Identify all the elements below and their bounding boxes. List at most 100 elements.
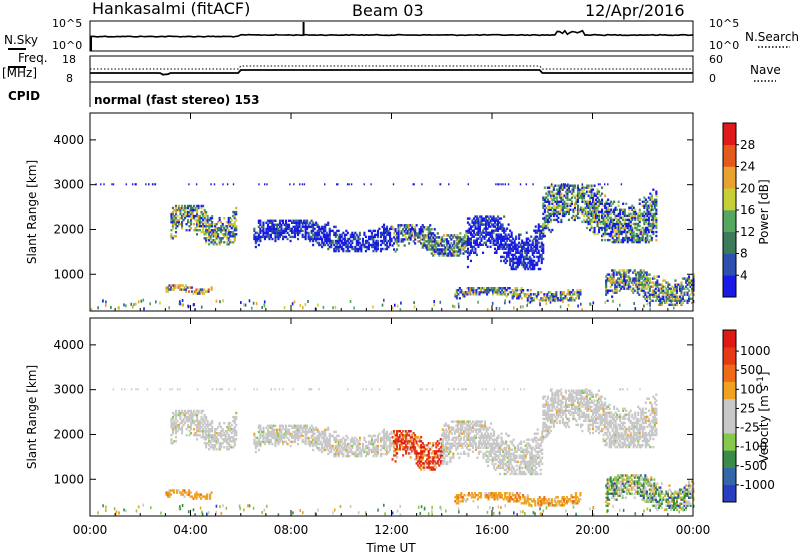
heatmap-cell xyxy=(331,241,334,245)
power-x-ticks xyxy=(89,113,694,311)
heatmap-cell xyxy=(494,243,497,246)
heatmap-cell xyxy=(275,229,278,233)
heatmap-cell xyxy=(496,291,499,294)
heatmap-cell xyxy=(336,434,339,438)
heatmap-cell xyxy=(642,287,645,290)
heatmap-cell xyxy=(384,235,387,239)
heatmap-cell xyxy=(379,448,382,452)
heatmap-cell xyxy=(412,183,414,186)
heatmap-cell xyxy=(170,438,173,441)
heatmap-cell xyxy=(212,235,215,238)
heatmap-cell xyxy=(354,231,357,235)
heatmap-cell xyxy=(518,245,521,248)
heatmap-cell xyxy=(378,227,381,231)
heatmap-cell xyxy=(430,466,433,469)
heatmap-cell xyxy=(685,291,688,294)
heatmap-cell xyxy=(171,237,174,240)
heatmap-cell xyxy=(310,219,313,222)
heatmap-cell xyxy=(209,241,212,244)
heatmap-cell xyxy=(576,206,579,209)
heatmap-cell xyxy=(408,238,411,241)
heatmap-cell xyxy=(209,229,212,232)
heatmap-cell xyxy=(608,289,611,292)
heatmap-cell xyxy=(187,210,190,214)
heatmap-cell xyxy=(373,243,376,247)
heatmap-cell xyxy=(328,440,331,444)
heatmap-cell xyxy=(587,220,590,224)
heatmap-cell xyxy=(576,204,579,207)
heatmap-cell xyxy=(545,218,548,222)
heatmap-cell xyxy=(572,186,575,189)
heatmap-cell xyxy=(669,295,672,298)
heatmap-cell xyxy=(423,244,426,247)
heatmap-cell xyxy=(275,223,278,226)
heatmap-cell xyxy=(383,227,386,231)
heatmap-cell xyxy=(312,434,315,438)
heatmap-cell xyxy=(633,279,636,282)
heatmap-cell xyxy=(391,306,394,310)
heatmap-cell xyxy=(233,237,236,240)
heatmap-cell xyxy=(463,234,466,237)
heatmap-cell xyxy=(657,275,660,278)
heatmap-cell xyxy=(208,423,211,427)
heatmap-cell xyxy=(214,432,217,435)
heatmap-cell xyxy=(358,442,361,446)
heatmap-cell xyxy=(274,428,277,431)
heatmap-cell xyxy=(558,194,561,197)
heatmap-cell xyxy=(403,230,406,233)
heatmap-cell xyxy=(689,279,692,282)
heatmap-cell xyxy=(492,217,495,220)
heatmap-cell xyxy=(318,446,321,450)
heatmap-cell xyxy=(322,243,325,247)
heatmap-cell xyxy=(396,238,399,241)
heatmap-cell xyxy=(647,220,650,224)
heatmap-cell xyxy=(558,212,561,216)
heatmap-cell xyxy=(423,446,426,449)
colorbar-tick-label: 20 xyxy=(740,181,755,195)
heatmap-cell xyxy=(456,246,459,249)
heatmap-cell xyxy=(357,448,360,452)
heatmap-cell xyxy=(389,448,392,452)
heatmap-cell xyxy=(199,221,202,224)
heatmap-cell xyxy=(259,434,262,438)
heatmap-cell xyxy=(212,444,215,447)
heatmap-cell xyxy=(432,234,435,237)
heatmap-cell xyxy=(357,440,360,444)
heatmap-cell xyxy=(208,432,211,435)
heatmap-cell xyxy=(337,434,340,438)
heatmap-cell xyxy=(125,304,127,308)
heatmap-cell xyxy=(339,243,342,247)
heatmap-cell xyxy=(233,440,236,443)
heatmap-cell xyxy=(688,281,691,284)
heatmap-cell xyxy=(490,289,493,292)
heatmap-cell xyxy=(278,235,281,239)
heatmap-cell xyxy=(435,248,438,251)
colorbar-swatch xyxy=(723,123,736,146)
heatmap-cell xyxy=(573,196,576,199)
heatmap-cell xyxy=(622,224,625,228)
heatmap-cell xyxy=(491,235,494,238)
heatmap-cell xyxy=(620,287,623,290)
heatmap-cell xyxy=(224,440,227,443)
heatmap-cell xyxy=(617,283,620,286)
heatmap-cell xyxy=(357,442,360,446)
heatmap-cell xyxy=(253,440,256,444)
heatmap-cell xyxy=(576,190,579,193)
heatmap-cell xyxy=(375,438,378,442)
heatmap-cell xyxy=(165,290,168,293)
heatmap-cell xyxy=(278,436,281,440)
heatmap-cell xyxy=(551,194,554,197)
heatmap-cell xyxy=(188,221,191,224)
heatmap-cell xyxy=(489,235,492,238)
heatmap-cell xyxy=(360,450,363,454)
heatmap-cell xyxy=(499,287,502,290)
heatmap-cell xyxy=(525,247,528,250)
heatmap-cell xyxy=(646,206,649,209)
heatmap-cell xyxy=(543,224,546,228)
heatmap-cell xyxy=(159,301,161,305)
heatmap-cell xyxy=(543,208,546,211)
heatmap-cell xyxy=(654,285,657,288)
heatmap-cell xyxy=(593,218,596,222)
heatmap-cell xyxy=(171,288,174,291)
heatmap-cell xyxy=(686,283,689,286)
